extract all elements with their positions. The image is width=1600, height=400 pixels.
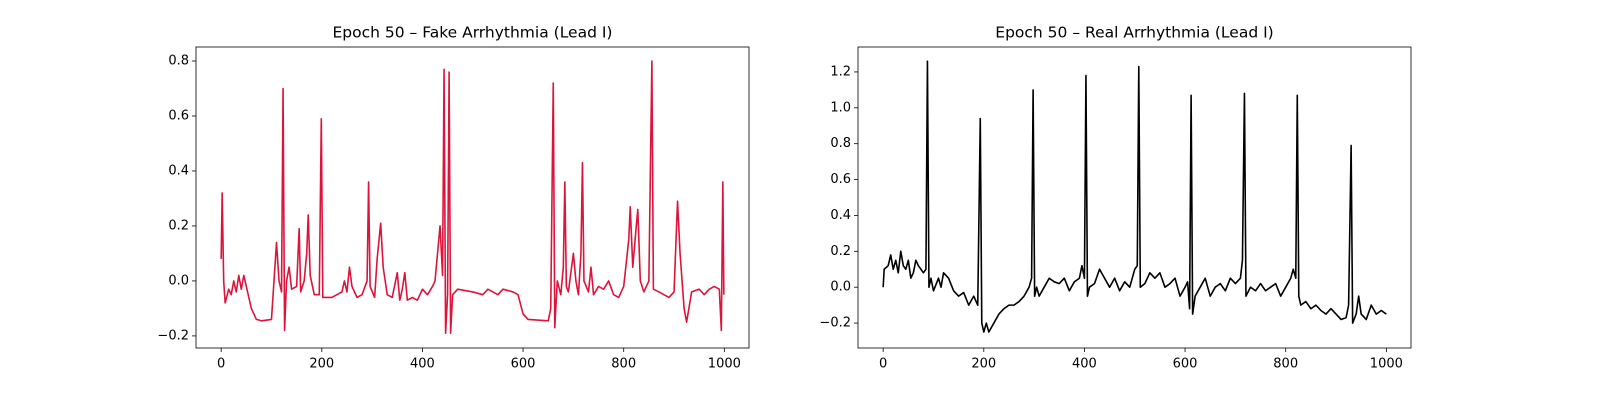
y-tick-label: 0.4 — [168, 163, 189, 178]
y-tick-label: 0.0 — [830, 280, 851, 295]
x-tick-label: 400 — [410, 357, 435, 372]
chart-title: Epoch 50 – Fake Arrhythmia (Lead I) — [333, 24, 613, 42]
y-tick-label: 0.8 — [830, 136, 851, 151]
axes-frame — [857, 46, 1412, 349]
y-tick-label: 1.0 — [830, 100, 851, 115]
x-tick-label: 0 — [879, 357, 887, 372]
x-tick-label: 800 — [611, 357, 636, 372]
x-tick-label: 200 — [309, 357, 334, 372]
y-tick-label: 0.6 — [168, 108, 189, 123]
x-tick-label: 600 — [1173, 357, 1198, 372]
x-tick-label: 1000 — [708, 357, 741, 372]
y-tick-label: 1.2 — [830, 64, 851, 79]
y-tick-label: 0.6 — [830, 172, 851, 187]
x-tick-label: 400 — [1072, 357, 1097, 372]
ecg-line — [220, 60, 725, 334]
y-tick-label: 0.2 — [168, 218, 189, 233]
y-tick-label: 0.8 — [168, 54, 189, 69]
x-tick-label: 0 — [217, 357, 225, 372]
y-tick-label: −0.2 — [157, 328, 189, 343]
x-tick-label: 200 — [971, 357, 996, 372]
chart-title: Epoch 50 – Real Arrhythmia (Lead I) — [995, 24, 1273, 42]
y-tick-label: 0.0 — [168, 273, 189, 288]
y-tick-label: −0.2 — [819, 316, 851, 331]
axes-frame — [195, 46, 750, 349]
x-tick-label: 800 — [1273, 357, 1298, 372]
y-tick-label: 0.4 — [830, 208, 851, 223]
x-tick-label: 600 — [511, 357, 536, 372]
y-tick-label: 0.2 — [830, 244, 851, 259]
x-tick-label: 1000 — [1370, 357, 1403, 372]
ecg-line — [882, 60, 1387, 333]
